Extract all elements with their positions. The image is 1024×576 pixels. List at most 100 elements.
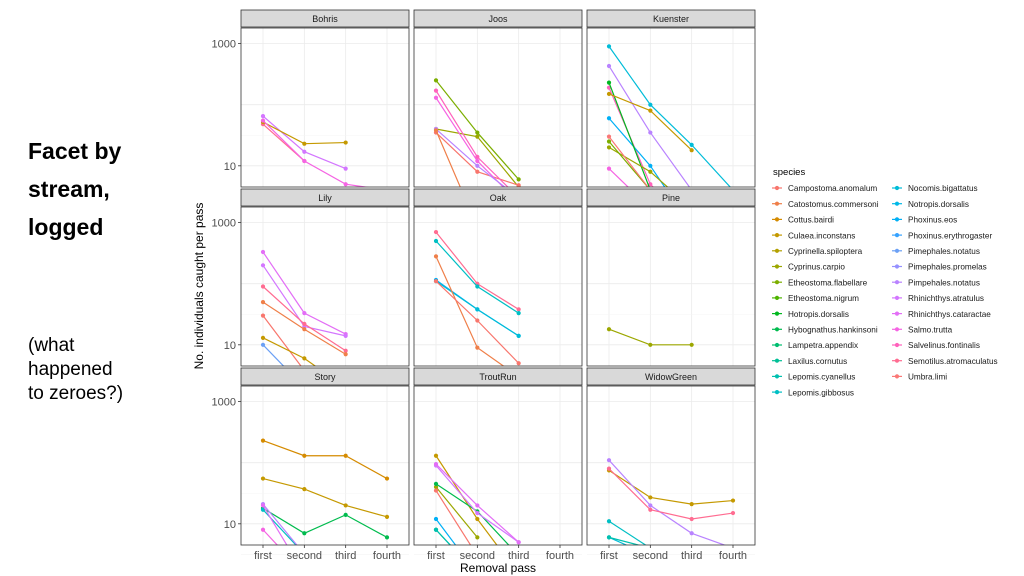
data-point: [433, 229, 439, 235]
legend-key-point: [894, 327, 900, 332]
data-point: [731, 572, 735, 576]
facet-series: [260, 438, 390, 576]
facet-panel-widowgreen: WidowGreen first second third fourth: [586, 367, 756, 576]
data-point: [343, 348, 348, 353]
legend-key-point: [774, 264, 780, 269]
facet-panel-oak: Oak: [413, 188, 583, 376]
facet-panel-joos: Joos: [413, 9, 583, 197]
data-point: [260, 503, 266, 508]
series-line: [262, 529, 279, 545]
x-tick-label: fourth: [719, 550, 747, 562]
data-point: [606, 91, 612, 97]
legend-label: Pimpehales.notatus: [908, 278, 980, 287]
data-point: [433, 78, 439, 83]
series-line: [608, 536, 641, 545]
legend-label: Hotropis.dorsalis: [788, 310, 849, 319]
data-point: [648, 507, 653, 512]
data-point: [302, 321, 307, 326]
legend-key-point: [894, 248, 900, 253]
x-tick-label: second: [287, 550, 322, 562]
facet-series: [433, 229, 521, 366]
legend-key-point: [894, 185, 900, 191]
legend-item: Culaea.inconstans: [772, 231, 855, 240]
legend-item: Umbra.limi: [892, 373, 947, 382]
series-line: [262, 503, 298, 545]
data-point: [302, 149, 307, 154]
data-point: [516, 183, 521, 187]
data-point: [433, 88, 439, 93]
legend-label: Cyprinus.carpio: [788, 263, 845, 272]
legend-label: Phoxinus.erythrogaster: [908, 231, 992, 240]
legend-label: Salmo.trutta: [908, 326, 953, 335]
data-point: [384, 476, 390, 481]
x-tick-label: first: [600, 550, 618, 562]
data-point: [433, 516, 439, 522]
legend-label: Lampetra.appendix: [788, 341, 858, 350]
legend-key-point: [894, 311, 900, 316]
facet-plot-area: [587, 386, 755, 545]
series-line: [262, 507, 388, 538]
legend-key-point: [774, 201, 780, 206]
legend-label: Nocomis.bigattatus: [908, 184, 978, 193]
data-point: [260, 249, 266, 255]
legend: species Campostoma.anomalum Catostomus.com…: [772, 167, 998, 397]
legend-label: Culaea.inconstans: [788, 231, 855, 240]
legend-item: Pimephales.promelas: [892, 263, 987, 272]
facet-strip-label: Joos: [488, 14, 508, 24]
data-point: [302, 158, 307, 164]
legend-key-point: [894, 374, 900, 379]
y-tick-label: 1000: [212, 397, 236, 409]
series-line: [608, 168, 629, 187]
legend-item: Lepomis.gibbosus: [772, 388, 854, 397]
slide-headline: Facet by stream, logged: [28, 138, 122, 240]
facet-border: [240, 27, 410, 188]
data-point: [606, 63, 612, 69]
series-line: [608, 82, 650, 187]
legend-label: Semotilus.atromaculatus: [908, 357, 998, 366]
data-point: [475, 169, 480, 174]
legend-item: Lampetra.appendix: [772, 341, 858, 350]
data-point: [648, 342, 653, 347]
x-tick-label: third: [508, 550, 529, 562]
facet-strip: [240, 367, 410, 386]
data-point: [475, 307, 480, 312]
legend-key-point: [774, 248, 780, 253]
legend-key-point: [894, 280, 900, 285]
series-line: [262, 505, 288, 545]
data-point: [606, 80, 612, 85]
legend-label: Etheostoma.nigrum: [788, 294, 859, 303]
legend-key-point: [774, 185, 780, 191]
legend-item: Cyprinus.carpio: [772, 263, 845, 272]
legend-item: Salvelinus.fontinalis: [892, 341, 980, 350]
legend-label: Notropis.dorsalis: [908, 200, 969, 209]
data-point: [302, 572, 306, 576]
series-line: [435, 486, 478, 538]
data-point: [475, 134, 480, 139]
data-point: [433, 481, 439, 486]
data-point: [343, 333, 348, 338]
data-point: [475, 535, 480, 540]
data-point: [648, 503, 653, 508]
data-point: [384, 514, 390, 519]
data-point: [302, 327, 307, 332]
data-point: [690, 570, 694, 574]
y-tick-label: 10: [224, 161, 236, 173]
facets: Bohris 10 1000 Joos Kuenster Lily 10 1000 Oak Pin…: [212, 9, 756, 576]
facet-strip-label: Kuenster: [653, 14, 689, 24]
legend-item: Phoxinus.eos: [892, 216, 957, 225]
series-line: [608, 141, 649, 187]
facet-border: [240, 385, 410, 546]
legend-key-point: [774, 233, 780, 238]
data-point: [475, 284, 480, 289]
data-point: [260, 284, 266, 289]
facet-plot-area: [241, 207, 409, 366]
data-point: [648, 495, 653, 500]
data-point: [343, 166, 348, 171]
legend-item: Nocomis.bigattatus: [892, 184, 978, 193]
legend-item: Cyprinella.spiloptera: [772, 247, 863, 256]
y-tick-label: 10: [224, 519, 236, 531]
series-line: [608, 520, 647, 545]
facet-strip-label: Oak: [490, 193, 507, 203]
legend-key-point: [894, 233, 900, 238]
legend-key-point: [774, 311, 780, 316]
